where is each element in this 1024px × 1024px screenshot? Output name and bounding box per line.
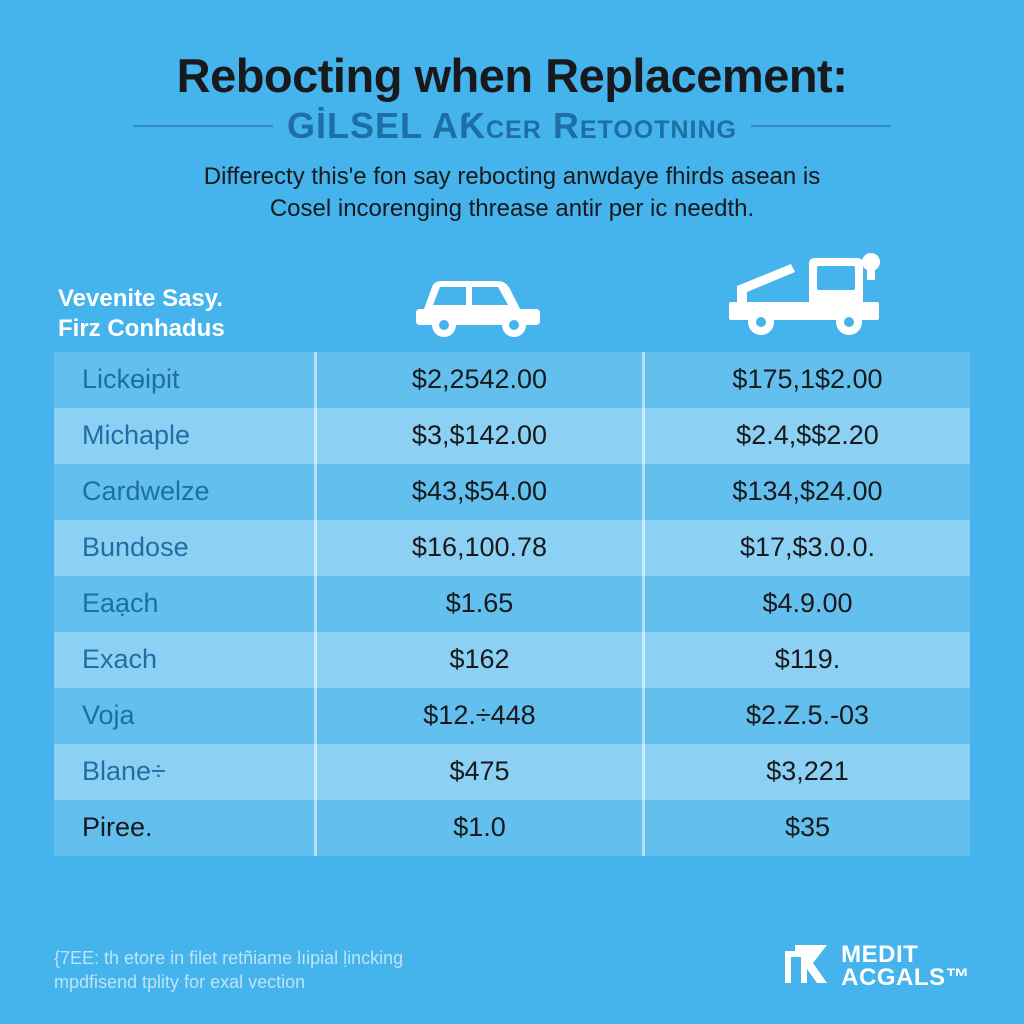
row-label: Piree. — [54, 800, 314, 856]
table-row: Cardwelze$43,$54.00$134,$24.00 — [54, 464, 970, 520]
table-header-row: Vevenite Sasy. Firz Conhadus — [54, 244, 970, 344]
row-value-col2: $2.4,$$2.20 — [642, 408, 970, 464]
subtitle-rule-left — [133, 125, 273, 127]
comparison-table: Lickɵipit$2,2542.00$175,1$2.00Michaple$3… — [54, 352, 970, 856]
brand-logo-icon — [783, 943, 829, 990]
tow-truck-icon — [721, 244, 891, 344]
table-row: Michaple$3,$142.00$2.4,$$2.20 — [54, 408, 970, 464]
row-value-col2: $134,$24.00 — [642, 464, 970, 520]
footnote: {7EE: th etore in filet retñiame lıipial… — [54, 947, 403, 994]
header-label-line-2: Firz Conhadus — [58, 315, 225, 342]
description-line-1: Differecty this'e fon say rebocting anwd… — [204, 163, 820, 190]
row-value-col2: $35 — [642, 800, 970, 856]
table-row: Lickɵipit$2,2542.00$175,1$2.00 — [54, 352, 970, 408]
subtitle-row: GİLSEL AƘcer Retootning — [54, 105, 970, 147]
row-value-col2: $4.9.00 — [642, 576, 970, 632]
row-value-col1: $1.65 — [314, 576, 642, 632]
row-label: Exach — [54, 632, 314, 688]
row-value-col1: $3,$142.00 — [314, 408, 642, 464]
table-row: Voja$12.÷448$2.Z.5.-03 — [54, 688, 970, 744]
row-value-col1: $475 — [314, 744, 642, 800]
row-value-col1: $43,$54.00 — [314, 464, 642, 520]
brand-text: MEDIT ACGALS™ — [841, 944, 970, 990]
row-label: Blane÷ — [54, 744, 314, 800]
footnote-line-2: mpdfisend tplity for exal vection — [54, 972, 305, 992]
page-subtitle: GİLSEL AƘcer Retootning — [287, 105, 737, 147]
brand-line-2: ACGALS — [841, 964, 945, 991]
table-row: Eaạch$1.65$4.9.00 — [54, 576, 970, 632]
row-label: Bundose — [54, 520, 314, 576]
row-value-col2: $17,$3.0.0. — [642, 520, 970, 576]
brand-badge: MEDIT ACGALS™ — [783, 943, 970, 990]
table-row: Bundose$16,100.78$17,$3.0.0. — [54, 520, 970, 576]
row-label: Michaple — [54, 408, 314, 464]
table-header-label: Vevenite Sasy. Firz Conhadus — [54, 284, 314, 344]
header-icon-cell-truck — [642, 244, 970, 344]
table-row: Piree.$1.0$35 — [54, 800, 970, 856]
row-value-col2: $2.Z.5.-03 — [642, 688, 970, 744]
table-row: Exach$162$119. — [54, 632, 970, 688]
row-value-col1: $1.0 — [314, 800, 642, 856]
row-value-col1: $16,100.78 — [314, 520, 642, 576]
row-value-col2: $175,1$2.00 — [642, 352, 970, 408]
subtitle-rule-right — [751, 125, 891, 127]
row-label: Voja — [54, 688, 314, 744]
description-line-2: Cosel incorenging threase antir per ic n… — [270, 195, 754, 222]
page-title: Rebocting when Replacement: — [54, 48, 970, 103]
description: Differecty this'e fon say rebocting anwd… — [102, 161, 922, 226]
title-block: Rebocting when Replacement: GİLSEL AƘcer… — [54, 48, 970, 147]
row-label: Cardwelze — [54, 464, 314, 520]
footnote-line-1: {7EE: th etore in filet retñiame lıipial… — [54, 948, 403, 968]
row-label: Lickɵipit — [54, 352, 314, 408]
table-row: Blane÷$475$3,221 — [54, 744, 970, 800]
row-label: Eaạch — [54, 576, 314, 632]
row-value-col1: $2,2542.00 — [314, 352, 642, 408]
row-value-col2: $119. — [642, 632, 970, 688]
row-value-col1: $162 — [314, 632, 642, 688]
row-value-col1: $12.÷448 — [314, 688, 642, 744]
row-value-col2: $3,221 — [642, 744, 970, 800]
header-icon-cell-car — [314, 259, 642, 344]
header-label-line-1: Vevenite Sasy. — [58, 285, 223, 312]
car-icon — [406, 259, 551, 344]
